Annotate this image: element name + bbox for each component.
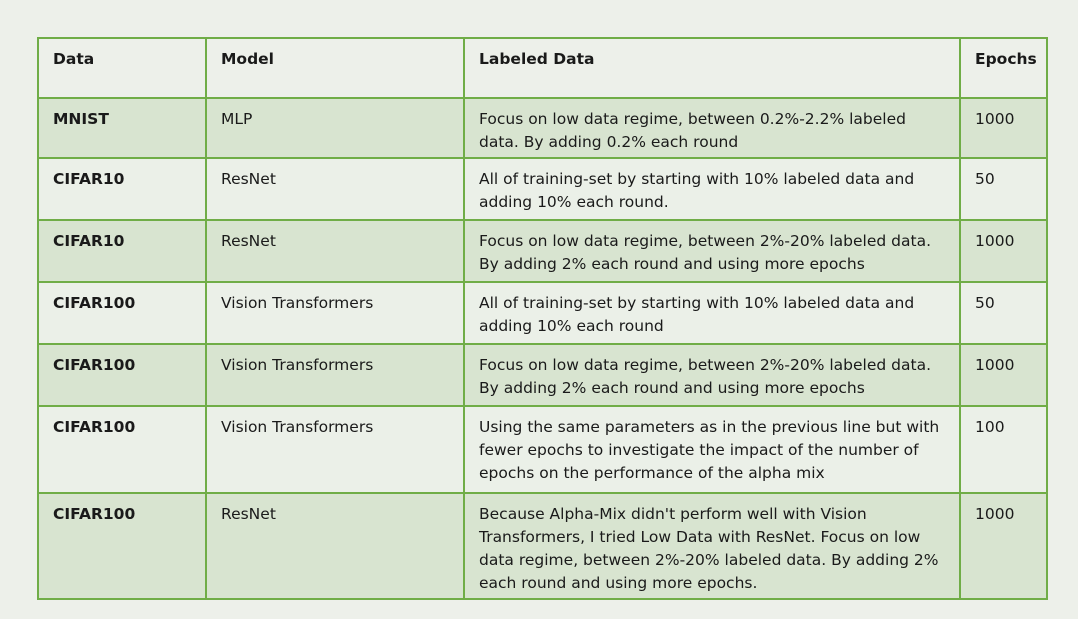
header-model: Model — [205, 37, 465, 99]
cell-labeled-data: Using the same parameters as in the prev… — [463, 405, 961, 494]
experiments-table-wrapper: Data Model Labeled Data Epochs MNIST MLP… — [37, 37, 1048, 600]
cell-model: Vision Transformers — [205, 405, 465, 494]
table-row: CIFAR10 ResNet Focus on low data regime,… — [37, 219, 1048, 283]
cell-model: MLP — [205, 97, 465, 159]
cell-data: CIFAR100 — [37, 343, 207, 407]
cell-epochs: 50 — [959, 157, 1048, 221]
cell-data: CIFAR100 — [37, 405, 207, 494]
cell-data: CIFAR10 — [37, 157, 207, 221]
table-header-row: Data Model Labeled Data Epochs — [37, 37, 1048, 99]
cell-epochs: 50 — [959, 281, 1048, 345]
cell-epochs: 1000 — [959, 492, 1048, 600]
table-row: MNIST MLP Focus on low data regime, betw… — [37, 97, 1048, 159]
cell-epochs: 1000 — [959, 97, 1048, 159]
table-row: CIFAR100 Vision Transformers All of trai… — [37, 281, 1048, 345]
cell-epochs: 1000 — [959, 219, 1048, 283]
cell-labeled-data: Because Alpha-Mix didn't perform well wi… — [463, 492, 961, 600]
header-data: Data — [37, 37, 207, 99]
table-row: CIFAR10 ResNet All of training-set by st… — [37, 157, 1048, 221]
cell-model: ResNet — [205, 492, 465, 600]
table-row: CIFAR100 Vision Transformers Focus on lo… — [37, 343, 1048, 407]
cell-labeled-data: All of training-set by starting with 10%… — [463, 281, 961, 345]
table-row: CIFAR100 Vision Transformers Using the s… — [37, 405, 1048, 494]
cell-labeled-data: All of training-set by starting with 10%… — [463, 157, 961, 221]
cell-model: Vision Transformers — [205, 343, 465, 407]
experiments-table: Data Model Labeled Data Epochs MNIST MLP… — [37, 37, 1048, 600]
cell-epochs: 1000 — [959, 343, 1048, 407]
cell-data: MNIST — [37, 97, 207, 159]
cell-data: CIFAR10 — [37, 219, 207, 283]
cell-labeled-data: Focus on low data regime, between 2%-20%… — [463, 219, 961, 283]
cell-data: CIFAR100 — [37, 281, 207, 345]
cell-model: ResNet — [205, 157, 465, 221]
cell-labeled-data: Focus on low data regime, between 2%-20%… — [463, 343, 961, 407]
cell-model: ResNet — [205, 219, 465, 283]
header-labeled-data: Labeled Data — [463, 37, 961, 99]
table-row: CIFAR100 ResNet Because Alpha-Mix didn't… — [37, 492, 1048, 600]
header-epochs: Epochs — [959, 37, 1048, 99]
cell-model: Vision Transformers — [205, 281, 465, 345]
cell-labeled-data: Focus on low data regime, between 0.2%-2… — [463, 97, 961, 159]
cell-epochs: 100 — [959, 405, 1048, 494]
cell-data: CIFAR100 — [37, 492, 207, 600]
